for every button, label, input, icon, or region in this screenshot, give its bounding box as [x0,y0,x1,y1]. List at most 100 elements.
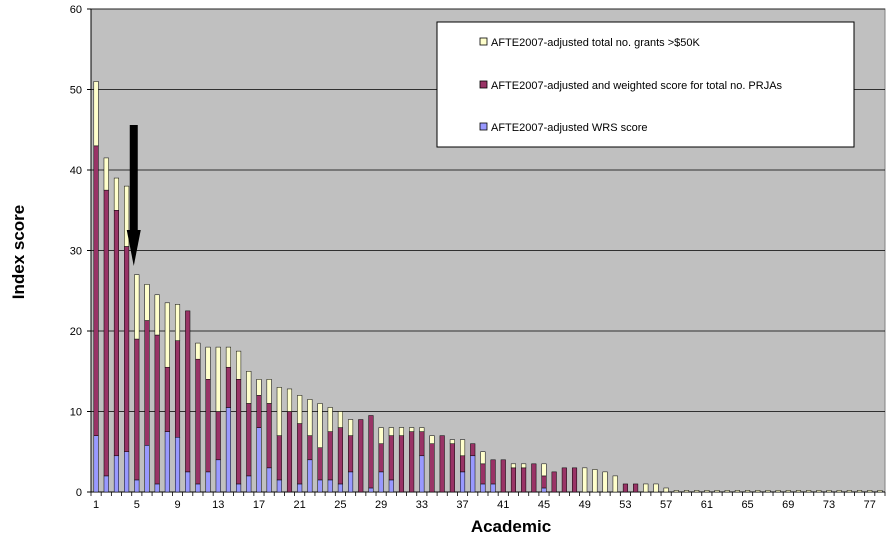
bar-segment [317,447,323,481]
bar-segment [378,443,384,473]
bar-segment [439,435,445,493]
bar-segment [724,490,730,493]
bar-segment [460,455,466,473]
bar-segment [531,463,537,493]
bar-segment [236,350,242,380]
bar-segment [297,395,303,424]
bar-segment [348,435,354,473]
y-tick-label: 60 [70,4,82,16]
x-axis: 1 5 9 13 17 21 25 29 33 37 41 45 49 53 57 61 65 69 73 77 [90,491,886,511]
bar-segment [826,490,832,493]
bar-segment [571,467,578,493]
bar-segment [490,459,496,485]
bar-segment [337,427,343,485]
bar-segment [510,463,516,469]
bar-segment [704,490,710,493]
x-tick-label: 73 [823,499,835,511]
bar-segment [561,467,567,493]
bar-segment [348,419,354,436]
bar-segment [867,490,873,493]
bar-segment [205,379,211,473]
bar-segment [327,431,333,481]
bar-segment [154,334,160,485]
bar-segment [134,479,140,493]
y-axis: 0 10 20 30 40 50 60 [70,4,92,499]
bar-segment [93,435,99,493]
bar-segment [449,439,455,444]
bar-segment [154,483,160,493]
bar-segment [419,431,425,457]
x-tick-label: 69 [782,499,794,511]
legend-box [436,21,855,148]
bar-segment [694,490,700,493]
bar-segment [409,431,415,493]
bar-segment [765,490,771,493]
x-tick-label: 17 [253,499,265,511]
bar-segment [185,310,191,473]
bar-segment [388,427,394,436]
bar-segment [470,443,476,457]
bar-segment [266,403,272,469]
bar-segment [510,467,516,493]
bar-segment [297,423,303,485]
bar-segment [246,403,252,477]
bar-segment [327,479,333,493]
bar-segment [225,346,231,368]
x-tick-label: 29 [375,499,387,511]
bar-segment [317,479,323,493]
bar-segment [480,483,486,493]
x-tick-label: 57 [660,499,672,511]
bar-segment [521,467,527,493]
bar-segment [582,467,588,493]
bar-segment [388,435,394,481]
bar-segment [490,483,496,493]
bar-segment [174,304,181,341]
bar-segment [266,379,272,404]
x-tick-label: 33 [416,499,428,511]
bar-segment [602,471,608,493]
bar-segment [337,411,343,428]
bar-segment [164,366,170,432]
bar-segment [541,475,547,489]
x-tick-label: 41 [497,499,509,511]
x-tick-label: 37 [456,499,468,511]
bar-segment [195,342,201,360]
bar-segment [398,435,405,493]
bar-segment [612,475,618,493]
bar-segment [256,427,262,493]
bar-segment [215,346,221,412]
bar-segment [246,371,252,404]
bar-segment [297,483,303,493]
y-tick-label: 30 [70,246,82,258]
bar-segment [215,459,221,493]
bar-segment [378,471,384,493]
bar-segment [541,463,547,477]
bar-segment [317,403,323,448]
bar-segment [521,463,527,469]
bar-segment [449,443,455,493]
bar-segment [775,490,781,493]
bar-segment [276,479,282,493]
bar-segment [480,463,486,485]
x-axis-title: Academic [471,517,551,536]
bar-segment [103,189,109,477]
bar-segment [113,177,119,211]
bar-segment [124,246,130,452]
bar-segment [307,399,313,436]
bar-segment [327,407,333,432]
bar-segment [185,471,191,493]
bar-segment [256,395,262,428]
bar-segment [470,455,476,493]
bar-segment [113,455,119,493]
bar-segment [236,379,242,485]
x-tick-label: 13 [212,499,224,511]
y-tick-label: 20 [70,326,82,338]
x-tick-label: 49 [579,499,591,511]
bar-segment [286,388,293,412]
bar-segment [500,459,506,493]
bar-segment [622,483,628,493]
y-axis-title: Index score [9,205,28,300]
bar-segment [877,490,883,493]
